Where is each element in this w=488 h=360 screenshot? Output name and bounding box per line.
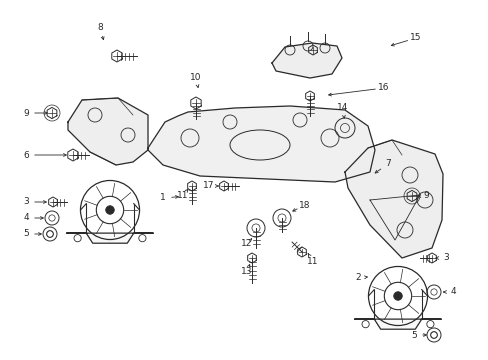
Text: 3: 3	[442, 253, 448, 262]
Polygon shape	[271, 43, 341, 78]
Polygon shape	[345, 140, 442, 258]
Text: 15: 15	[409, 33, 421, 42]
Text: 2: 2	[354, 274, 360, 283]
Text: 11: 11	[306, 256, 318, 266]
Text: 5: 5	[23, 230, 29, 238]
Polygon shape	[67, 233, 153, 243]
Text: 18: 18	[299, 201, 310, 210]
Text: 7: 7	[385, 159, 390, 168]
Text: 10: 10	[190, 73, 202, 82]
Text: 17: 17	[203, 181, 214, 190]
Text: 11: 11	[177, 190, 188, 199]
Text: 4: 4	[449, 288, 455, 297]
Text: 9: 9	[23, 108, 29, 117]
Text: 6: 6	[23, 150, 29, 159]
Text: 4: 4	[23, 213, 29, 222]
Polygon shape	[68, 98, 148, 165]
Circle shape	[393, 292, 402, 300]
Text: 3: 3	[23, 198, 29, 207]
Text: 9: 9	[422, 192, 428, 201]
Text: 16: 16	[378, 84, 389, 93]
Text: 12: 12	[241, 238, 252, 248]
Circle shape	[105, 206, 114, 214]
Text: 5: 5	[410, 330, 416, 339]
Text: 13: 13	[241, 266, 252, 275]
Polygon shape	[148, 106, 374, 182]
Text: 8: 8	[97, 23, 102, 32]
Text: 14: 14	[337, 104, 348, 112]
Polygon shape	[354, 319, 440, 329]
Text: 1: 1	[160, 194, 165, 202]
